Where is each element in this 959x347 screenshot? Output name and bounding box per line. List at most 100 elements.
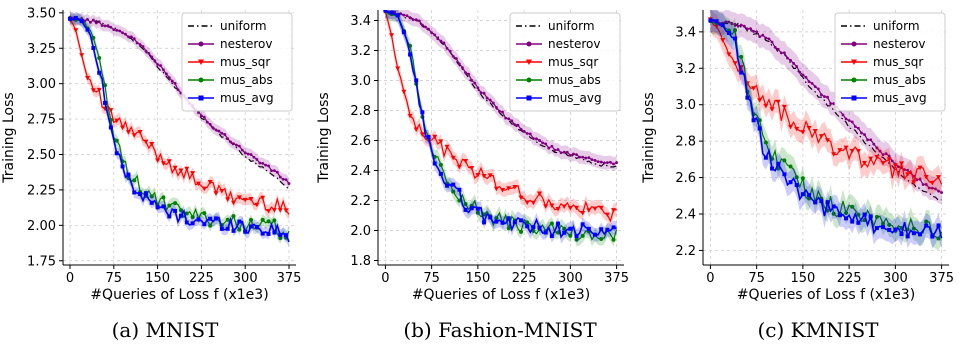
data-point-nesterov (813, 85, 817, 89)
data-point-nesterov (609, 160, 612, 164)
data-point-nesterov (467, 72, 471, 76)
data-point-mus_abs (568, 233, 573, 238)
data-point-nesterov (159, 64, 162, 67)
data-point-nesterov (924, 183, 928, 186)
data-point-mus_avg (237, 219, 242, 224)
data-point-mus_avg (844, 216, 849, 221)
data-point-nesterov (724, 20, 728, 24)
data-point-mus_avg (745, 95, 750, 100)
data-point-nesterov (106, 24, 110, 28)
data-point-nesterov (823, 95, 826, 98)
data-point-mus_sqr (242, 197, 248, 203)
data-point-mus_avg (537, 225, 542, 230)
data-point-mus_avg (611, 225, 616, 230)
data-point-mus_avg (813, 200, 818, 205)
data-point-mus_avg (408, 52, 413, 57)
data-point-mus_sqr (880, 161, 886, 166)
data-point-nesterov (767, 37, 771, 41)
data-point-nesterov (878, 149, 882, 153)
data-point-mus_avg (184, 220, 189, 225)
data-point-mus_avg (837, 213, 842, 218)
data-point-mus_avg (138, 191, 143, 196)
data-point-nesterov (205, 120, 209, 124)
data-point-mus_sqr (825, 138, 831, 143)
data-point-nesterov (568, 153, 572, 157)
data-point-mus_sqr (236, 195, 242, 200)
data-point-mus_avg (807, 193, 812, 198)
data-point-mus_sqr (90, 88, 96, 93)
data-point-mus_sqr (469, 165, 475, 171)
data-point-mus_avg (714, 19, 719, 24)
data-point-mus_abs (850, 204, 855, 209)
data-point-nesterov (764, 36, 768, 40)
data-point-nesterov (847, 119, 851, 122)
data-point-nesterov (211, 126, 215, 130)
x-tick-label: 375 (604, 271, 629, 286)
data-point-nesterov (399, 12, 403, 16)
data-point-nesterov (897, 165, 900, 169)
data-point-mus_avg (788, 180, 793, 185)
data-point-mus_sqr (726, 52, 732, 57)
x-tick-label: 0 (381, 271, 389, 286)
data-point-nesterov (405, 14, 409, 18)
data-point-nesterov (424, 25, 427, 29)
data-point-mus_avg (383, 10, 388, 13)
x-tick-label: 75 (106, 271, 123, 286)
data-point-nesterov (147, 51, 151, 55)
legend-box (509, 12, 621, 112)
legend-marker-mus_sqr (851, 59, 857, 65)
data-point-nesterov (461, 66, 464, 70)
data-point-mus_avg (161, 204, 166, 209)
data-point-nesterov (745, 27, 749, 31)
data-point-mus_avg (893, 227, 898, 232)
x-tick-label: 300 (883, 271, 908, 286)
data-point-nesterov (124, 32, 127, 36)
data-point-mus_avg (593, 232, 598, 237)
data-point-mus_sqr (794, 126, 800, 132)
data-point-mus_abs (149, 194, 154, 199)
data-point-mus_sqr (195, 181, 201, 187)
data-point-nesterov (249, 153, 253, 156)
data-point-nesterov (730, 22, 734, 26)
y-tick-label: 3.2 (675, 62, 696, 77)
data-point-mus_avg (488, 215, 493, 220)
data-point-mus_sqr (837, 148, 843, 153)
data-point-mus_avg (202, 222, 207, 227)
data-point-nesterov (755, 30, 759, 34)
data-point-mus_avg (155, 205, 160, 210)
data-point-nesterov (417, 19, 421, 23)
data-point-mus_avg (881, 225, 886, 230)
data-point-nesterov (100, 24, 104, 27)
data-point-nesterov (144, 49, 148, 53)
data-point-mus_avg (519, 218, 524, 223)
data-point-mus_abs (794, 175, 799, 180)
data-point-nesterov (156, 63, 160, 66)
data-point-nesterov (887, 154, 891, 158)
x-tick-label: 75 (423, 271, 440, 286)
data-point-mus_sqr (892, 163, 898, 168)
data-point-nesterov (246, 152, 250, 156)
data-point-nesterov (792, 62, 796, 65)
y-tick-label: 2.00 (27, 219, 56, 234)
data-point-nesterov (770, 40, 774, 44)
data-point-mus_avg (426, 134, 431, 139)
data-point-nesterov (255, 158, 259, 161)
data-point-nesterov (229, 140, 232, 144)
data-point-mus_avg (739, 70, 744, 75)
data-point-mus_avg (605, 227, 610, 232)
data-point-nesterov (89, 20, 92, 24)
y-tick-label: 2.6 (675, 171, 696, 186)
data-point-nesterov (513, 123, 517, 127)
data-point-mus_abs (936, 236, 941, 241)
data-point-nesterov (816, 87, 820, 91)
data-point-nesterov (176, 88, 180, 92)
legend: uniform nesterov mus_sqr mus_abs mus_avg (834, 12, 946, 112)
data-point-mus_avg (284, 233, 289, 238)
data-point-mus_abs (856, 212, 861, 217)
data-point-mus_abs (911, 226, 916, 231)
data-point-nesterov (875, 146, 879, 150)
data-point-nesterov (150, 55, 154, 59)
data-point-nesterov (918, 177, 922, 181)
data-point-mus_sqr (763, 103, 769, 109)
data-point-mus_abs (249, 217, 254, 222)
